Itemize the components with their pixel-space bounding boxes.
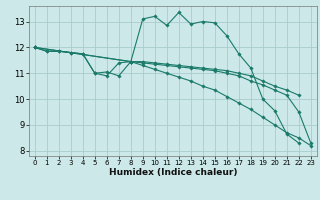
X-axis label: Humidex (Indice chaleur): Humidex (Indice chaleur): [108, 168, 237, 177]
